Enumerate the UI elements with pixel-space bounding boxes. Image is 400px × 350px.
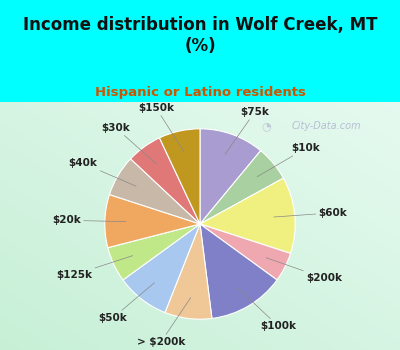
Text: ◔: ◔ xyxy=(261,121,271,131)
Text: $20k: $20k xyxy=(52,215,126,225)
Text: $40k: $40k xyxy=(69,159,136,186)
Text: $100k: $100k xyxy=(238,288,296,331)
Wedge shape xyxy=(200,129,261,224)
Text: $200k: $200k xyxy=(266,258,342,283)
Text: $60k: $60k xyxy=(274,208,347,218)
Wedge shape xyxy=(108,224,200,280)
Wedge shape xyxy=(165,224,212,319)
Text: $75k: $75k xyxy=(225,107,269,154)
Wedge shape xyxy=(123,224,200,313)
Text: Hispanic or Latino residents: Hispanic or Latino residents xyxy=(94,86,306,99)
Text: Income distribution in Wolf Creek, MT
(%): Income distribution in Wolf Creek, MT (%… xyxy=(23,16,377,55)
Text: $150k: $150k xyxy=(138,103,184,152)
Text: $50k: $50k xyxy=(98,283,154,323)
Wedge shape xyxy=(160,129,200,224)
Text: $30k: $30k xyxy=(101,123,156,164)
Wedge shape xyxy=(200,224,277,318)
Wedge shape xyxy=(105,195,200,248)
Wedge shape xyxy=(110,159,200,224)
Wedge shape xyxy=(200,150,284,224)
Wedge shape xyxy=(200,178,295,253)
Wedge shape xyxy=(200,224,290,280)
Text: $10k: $10k xyxy=(257,143,320,177)
Text: $125k: $125k xyxy=(56,256,133,280)
Wedge shape xyxy=(131,138,200,224)
Text: City-Data.com: City-Data.com xyxy=(292,121,362,131)
Text: > $200k: > $200k xyxy=(137,298,191,347)
